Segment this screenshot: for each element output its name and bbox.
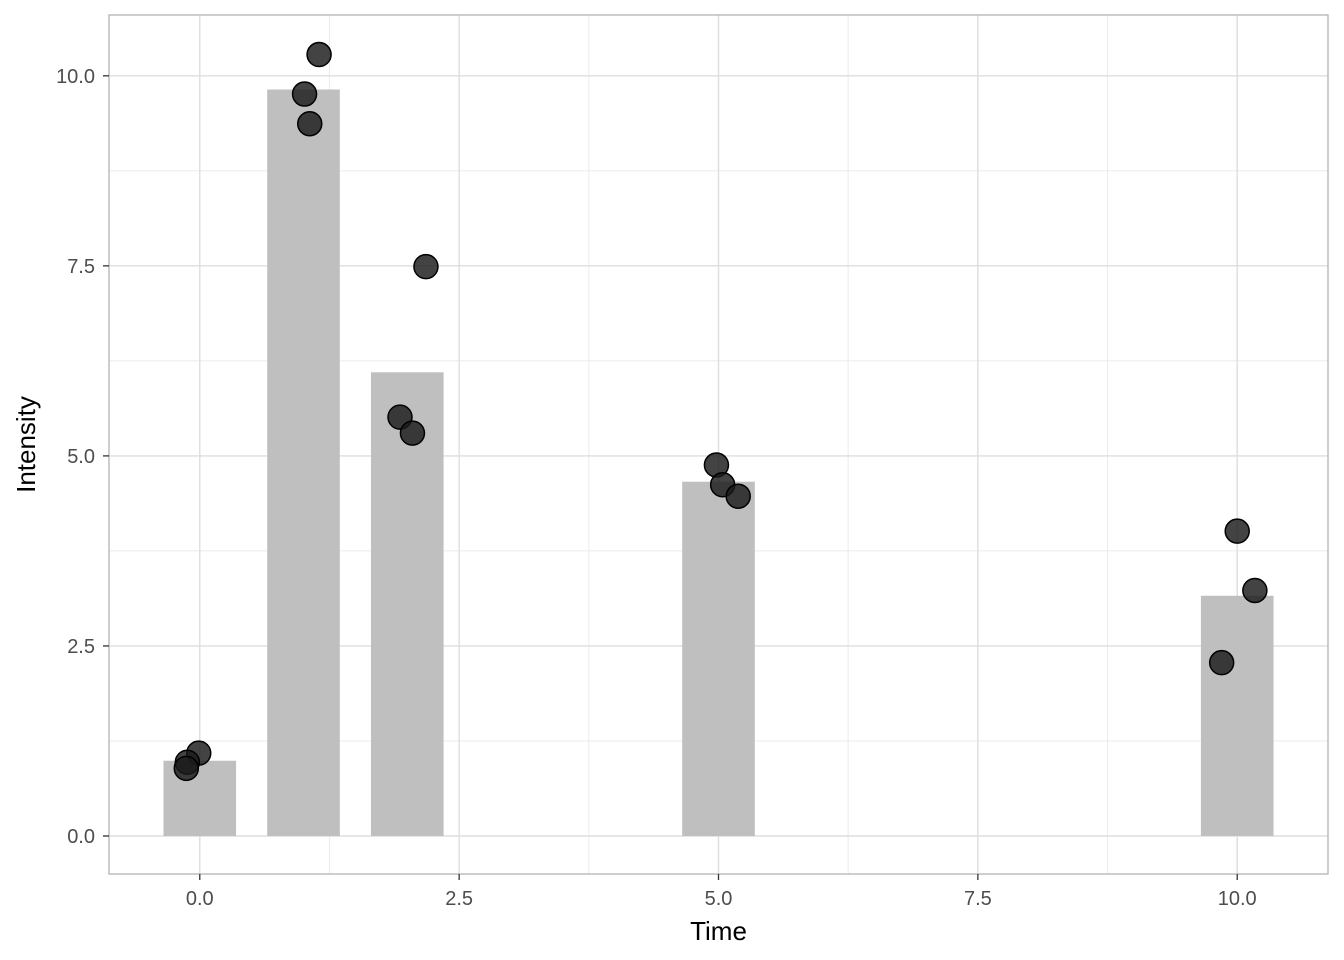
x-tick-label: 2.5 — [445, 888, 473, 910]
y-axis-title: Intensity — [11, 396, 41, 493]
bar — [682, 481, 755, 836]
y-tick-label: 2.5 — [67, 636, 95, 658]
y-axis: 0.0 2.5 5.0 7.5 10.0 — [56, 66, 109, 848]
data-point — [1208, 649, 1235, 676]
data-point — [399, 420, 426, 446]
data-point — [725, 483, 751, 509]
x-tick-label: 10.0 — [1218, 888, 1257, 910]
data-point — [1242, 577, 1268, 604]
x-tick-label: 5.0 — [705, 888, 733, 910]
x-axis-title: Time — [690, 916, 747, 946]
y-tick-label: 7.5 — [67, 256, 95, 278]
data-point — [173, 755, 200, 782]
x-tick-label: 0.0 — [186, 888, 214, 910]
x-tick-label: 7.5 — [964, 888, 992, 910]
data-point — [413, 253, 439, 280]
data-point — [291, 81, 318, 107]
bar — [267, 89, 340, 836]
bars — [163, 89, 1274, 836]
y-tick-label: 0.0 — [67, 826, 95, 848]
y-tick-label: 10.0 — [56, 66, 95, 88]
bar — [370, 372, 444, 836]
bar — [1200, 595, 1274, 836]
data-point — [1224, 518, 1250, 544]
x-axis: 0.0 2.5 5.0 7.5 10.0 — [186, 874, 1257, 910]
data-point — [306, 41, 332, 68]
y-tick-label: 5.0 — [67, 446, 95, 468]
data-point — [296, 110, 323, 137]
points — [173, 41, 1268, 782]
